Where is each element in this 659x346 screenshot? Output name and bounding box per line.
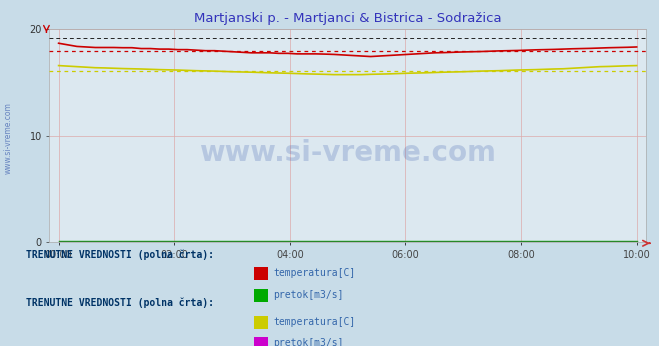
Text: temperatura[C]: temperatura[C] xyxy=(273,317,356,327)
Text: TRENUTNE VREDNOSTI (polna črta):: TRENUTNE VREDNOSTI (polna črta): xyxy=(26,249,214,260)
Text: www.si-vreme.com: www.si-vreme.com xyxy=(3,102,13,174)
Text: www.si-vreme.com: www.si-vreme.com xyxy=(199,139,496,167)
Text: pretok[m3/s]: pretok[m3/s] xyxy=(273,290,344,300)
Text: TRENUTNE VREDNOSTI (polna črta):: TRENUTNE VREDNOSTI (polna črta): xyxy=(26,298,214,308)
Text: pretok[m3/s]: pretok[m3/s] xyxy=(273,338,344,346)
Title: Martjanski p. - Martjanci & Bistrica - Sodražica: Martjanski p. - Martjanci & Bistrica - S… xyxy=(194,12,501,26)
Text: temperatura[C]: temperatura[C] xyxy=(273,268,356,278)
